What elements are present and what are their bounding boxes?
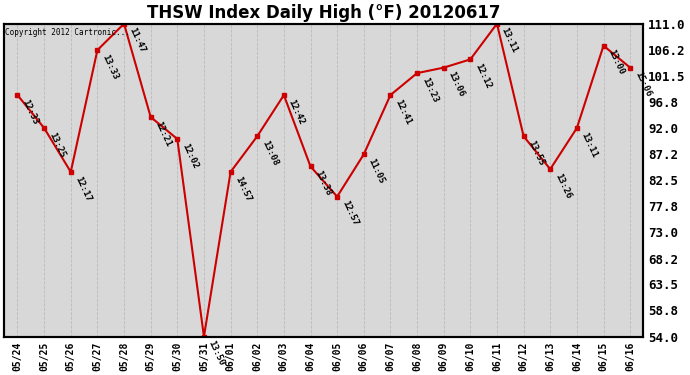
Text: 12:33: 12:33 xyxy=(20,98,40,126)
Text: 13:50: 13:50 xyxy=(207,339,226,368)
Text: 12:12: 12:12 xyxy=(473,62,493,90)
Text: 13:11: 13:11 xyxy=(580,131,599,159)
Text: 13:38: 13:38 xyxy=(313,169,333,197)
Text: 12:17: 12:17 xyxy=(74,175,93,203)
Text: 14:57: 14:57 xyxy=(233,175,253,203)
Text: 13:55: 13:55 xyxy=(526,139,546,167)
Text: 12:21: 12:21 xyxy=(153,120,173,148)
Text: 13:26: 13:26 xyxy=(553,172,573,200)
Text: 13:11: 13:11 xyxy=(500,27,520,55)
Text: 12:41: 12:41 xyxy=(393,98,413,126)
Text: 13:00: 13:00 xyxy=(607,48,626,76)
Text: 12:42: 12:42 xyxy=(286,98,306,126)
Text: 13:08: 13:08 xyxy=(260,139,279,167)
Text: 12:02: 12:02 xyxy=(180,142,199,170)
Text: 13:06: 13:06 xyxy=(446,70,466,99)
Text: 13:23: 13:23 xyxy=(420,76,440,104)
Text: 15:06: 15:06 xyxy=(633,70,653,99)
Text: 13:33: 13:33 xyxy=(100,53,119,81)
Text: 11:05: 11:05 xyxy=(366,157,386,185)
Text: 12:57: 12:57 xyxy=(340,200,359,228)
Title: THSW Index Daily High (°F) 20120617: THSW Index Daily High (°F) 20120617 xyxy=(147,4,500,22)
Text: Copyright 2012 Cartronic...: Copyright 2012 Cartronic... xyxy=(6,28,130,38)
Text: 13:25: 13:25 xyxy=(47,131,66,159)
Text: 11:47: 11:47 xyxy=(127,27,146,55)
